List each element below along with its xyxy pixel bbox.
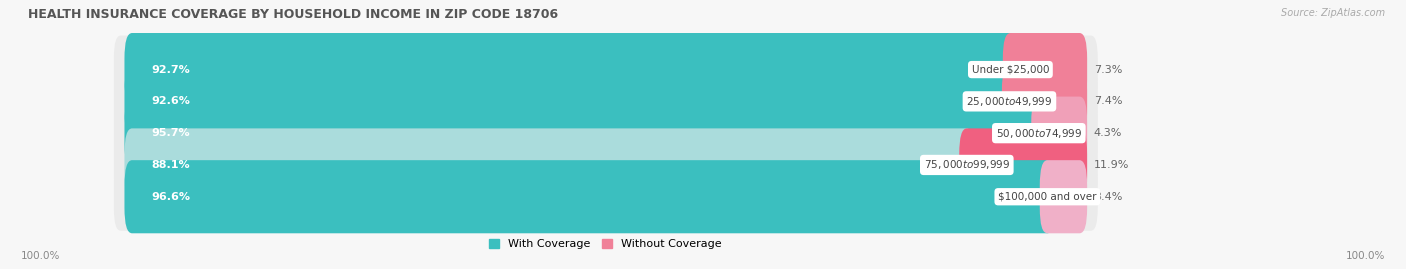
FancyBboxPatch shape <box>959 128 1087 201</box>
Text: 88.1%: 88.1% <box>150 160 190 170</box>
FancyBboxPatch shape <box>114 67 1098 135</box>
FancyBboxPatch shape <box>114 36 1098 104</box>
Text: 11.9%: 11.9% <box>1094 160 1129 170</box>
FancyBboxPatch shape <box>114 131 1098 199</box>
Text: Under $25,000: Under $25,000 <box>972 65 1049 75</box>
FancyBboxPatch shape <box>1002 33 1087 106</box>
FancyBboxPatch shape <box>1040 160 1087 233</box>
FancyBboxPatch shape <box>114 163 1098 231</box>
Legend: With Coverage, Without Coverage: With Coverage, Without Coverage <box>485 234 725 253</box>
Text: 3.4%: 3.4% <box>1094 192 1122 202</box>
Text: $75,000 to $99,999: $75,000 to $99,999 <box>924 158 1010 171</box>
Text: 100.0%: 100.0% <box>21 251 60 261</box>
FancyBboxPatch shape <box>114 99 1098 167</box>
FancyBboxPatch shape <box>125 160 1054 233</box>
Text: $25,000 to $49,999: $25,000 to $49,999 <box>966 95 1053 108</box>
Text: 92.7%: 92.7% <box>150 65 190 75</box>
FancyBboxPatch shape <box>1002 65 1087 138</box>
Text: Source: ZipAtlas.com: Source: ZipAtlas.com <box>1281 8 1385 18</box>
Text: HEALTH INSURANCE COVERAGE BY HOUSEHOLD INCOME IN ZIP CODE 18706: HEALTH INSURANCE COVERAGE BY HOUSEHOLD I… <box>28 8 558 21</box>
Text: 92.6%: 92.6% <box>150 96 190 106</box>
Text: 4.3%: 4.3% <box>1094 128 1122 138</box>
Text: 100.0%: 100.0% <box>1346 251 1385 261</box>
Text: 95.7%: 95.7% <box>150 128 190 138</box>
Text: $50,000 to $74,999: $50,000 to $74,999 <box>995 127 1083 140</box>
FancyBboxPatch shape <box>125 128 974 201</box>
FancyBboxPatch shape <box>1031 97 1087 170</box>
Text: 7.3%: 7.3% <box>1094 65 1122 75</box>
Text: 7.4%: 7.4% <box>1094 96 1122 106</box>
Text: 96.6%: 96.6% <box>150 192 190 202</box>
Text: $100,000 and over: $100,000 and over <box>998 192 1097 202</box>
FancyBboxPatch shape <box>125 65 1017 138</box>
FancyBboxPatch shape <box>125 33 1018 106</box>
FancyBboxPatch shape <box>125 97 1046 170</box>
